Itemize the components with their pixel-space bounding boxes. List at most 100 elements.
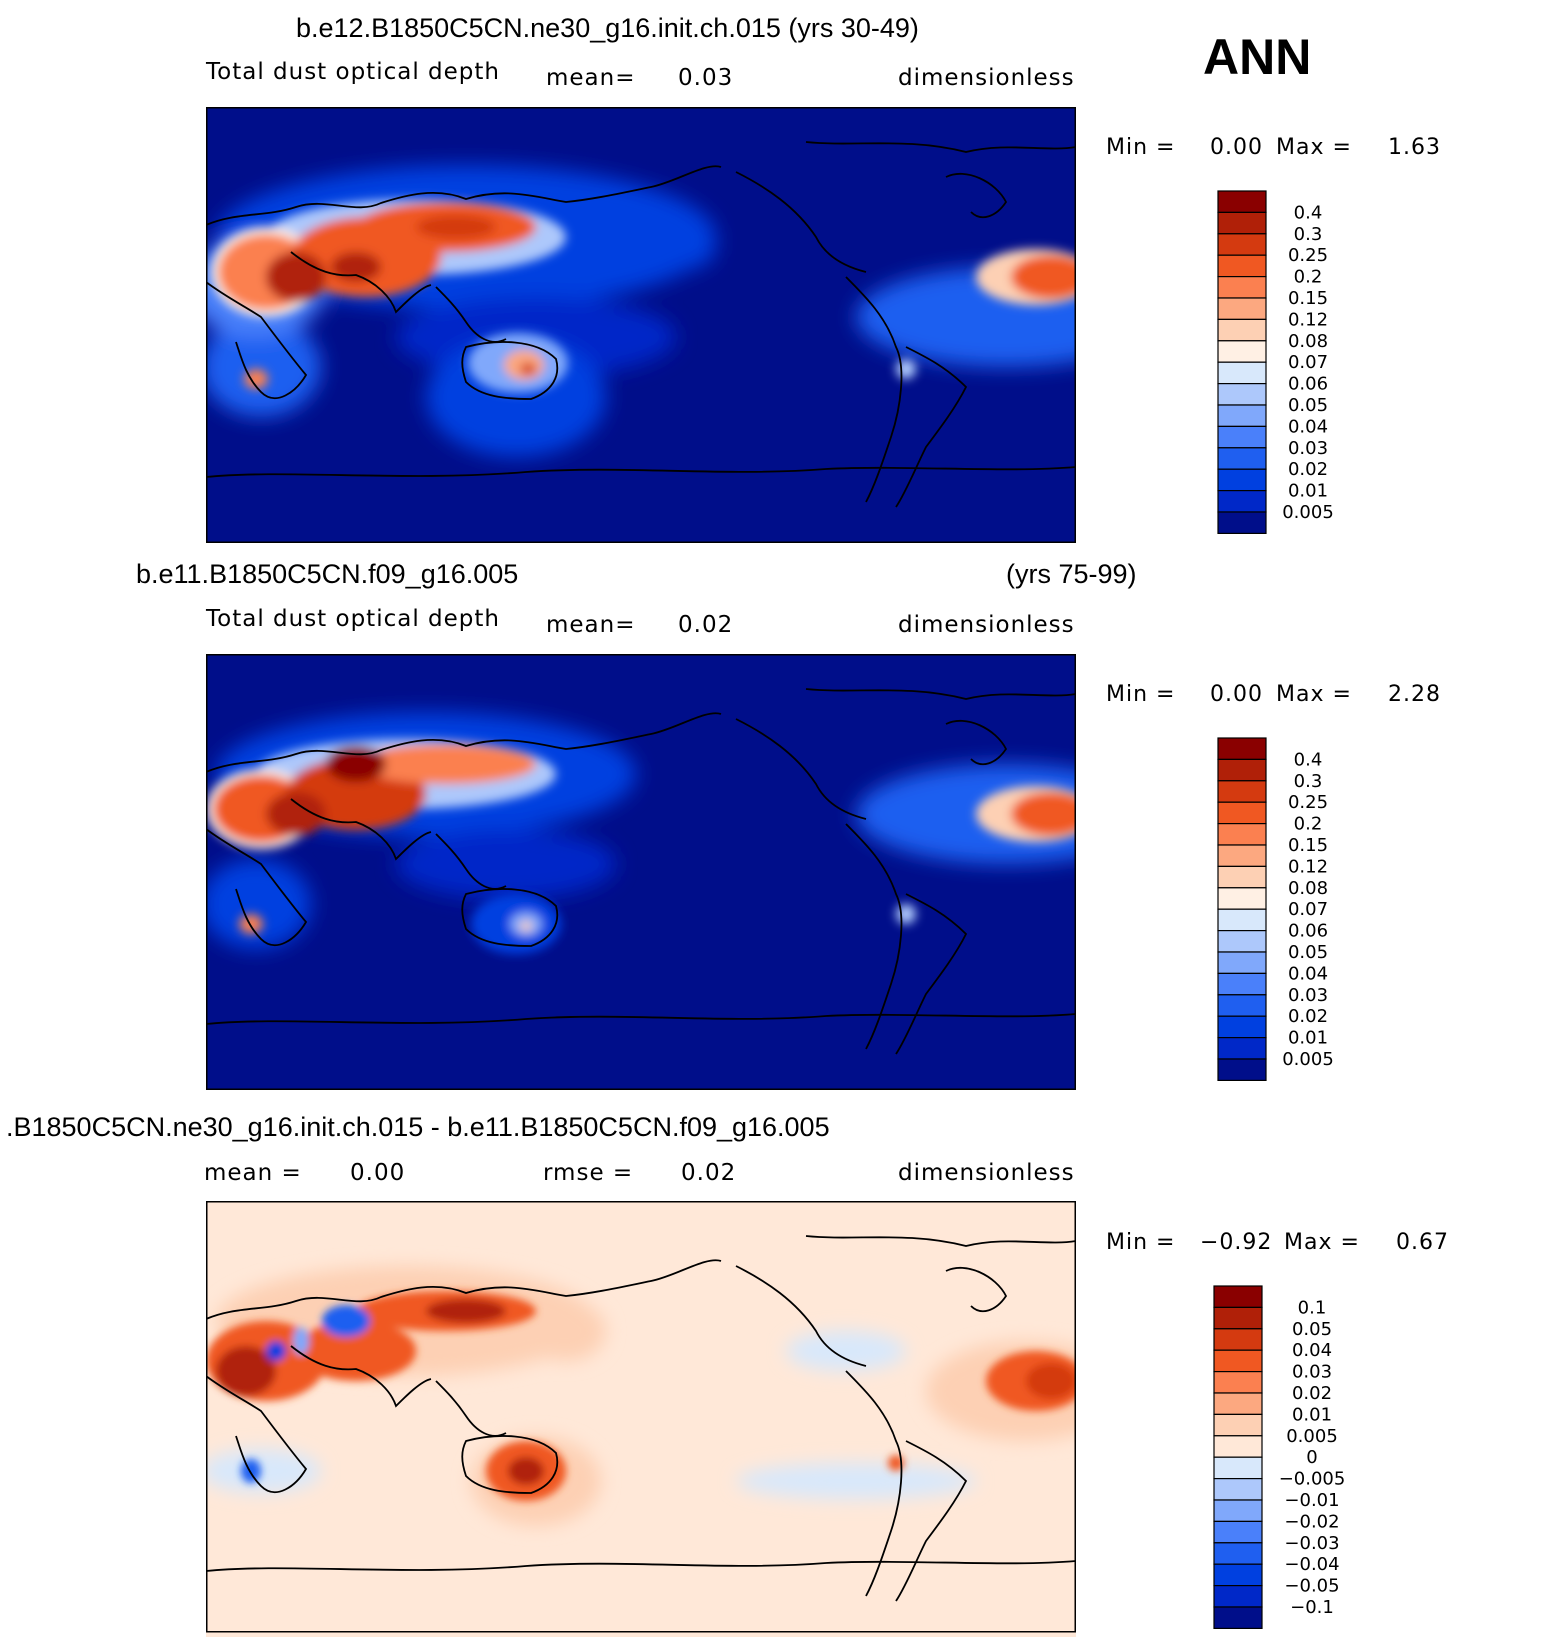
panel2-colorbar: 0.40.30.250.20.150.120.080.070.060.050.0…: [1217, 737, 1334, 1081]
panel3-colorbar-swatch: [1213, 1499, 1263, 1522]
panel2-colorbar-tick-label: 0.005: [1282, 1049, 1334, 1070]
panel1-colorbar-labels: 0.40.30.250.20.150.120.080.070.060.050.0…: [1282, 202, 1334, 523]
panel1-colorbar-tick-label: 0.03: [1288, 438, 1328, 459]
panel3-rmse-value: 0.02: [681, 1160, 737, 1186]
panel2-colorbar-tick-label: 0.2: [1294, 814, 1323, 835]
panel1-colorbar-swatch: [1217, 275, 1267, 299]
panel1-map: [206, 107, 1076, 543]
panel3-colorbar-tick-label: −0.02: [1284, 1511, 1339, 1532]
panel2-colorbar-tick-label: 0.12: [1288, 856, 1328, 877]
panel3-units: dimensionless: [898, 1160, 1075, 1186]
season-label: ANN: [1203, 29, 1312, 85]
panel3-colorbar-tick-label: 0.01: [1292, 1404, 1332, 1425]
panel1-colorbar: 0.40.30.250.20.150.120.080.070.060.050.0…: [1217, 190, 1334, 534]
panel2-colorbar-swatch: [1217, 908, 1267, 932]
panel2-colorbar-swatch: [1217, 737, 1267, 760]
panel1-colorbar-tick-label: 0.15: [1288, 288, 1328, 309]
panel1-colorbar-swatch: [1217, 404, 1267, 427]
panel2-colorbar-labels: 0.40.30.250.20.150.120.080.070.060.050.0…: [1282, 749, 1334, 1070]
panel2-colorbar-tick-label: 0.25: [1288, 792, 1328, 813]
panel1-colorbar-tick-label: 0.02: [1288, 459, 1328, 480]
panel2-colorbar-swatch: [1217, 1058, 1267, 1081]
panel3-map: [206, 1201, 1076, 1637]
panel3-colorbar-swatch: [1213, 1328, 1263, 1351]
panel2-map: [206, 654, 1076, 1090]
panel2-colorbar-swatch: [1217, 951, 1267, 974]
panel2-title-left: b.e11.B1850C5CN.f09_g16.005: [136, 559, 519, 589]
panel3-rmse-label: rmse =: [543, 1160, 634, 1186]
panel3-colorbar-tick-label: 0.04: [1292, 1340, 1332, 1361]
panel1-colorbar-tick-label: 0.05: [1288, 395, 1328, 416]
panel3-colorbar-swatch: [1213, 1435, 1263, 1458]
panel1-mean-label: mean=: [546, 65, 636, 91]
panel3-min-value: −0.92: [1200, 1230, 1273, 1255]
panel1-colorbar-swatch: [1217, 383, 1267, 406]
panel1-colorbar-tick-label: 0.04: [1288, 416, 1328, 437]
panel1-colorbar-swatch: [1217, 190, 1267, 213]
panel3-colorbar-swatch: [1213, 1520, 1263, 1544]
panel2-colorbar-tick-label: 0.15: [1288, 835, 1328, 856]
panel3-colorbar-swatch: [1213, 1370, 1263, 1394]
panel3-colorbar-swatch: [1213, 1563, 1263, 1587]
panel1-colorbar-swatch: [1217, 254, 1267, 278]
panel1-max-value: 1.63: [1388, 135, 1441, 160]
panel1-colorbar-swatch: [1217, 425, 1267, 449]
panel1-min-label: Min =: [1106, 135, 1176, 160]
panel2-colorbar-tick-label: 0.07: [1288, 899, 1328, 920]
panel2-mean-label: mean=: [546, 612, 636, 638]
panel1-max-label: Max =: [1276, 135, 1352, 160]
panel1-colorbar-swatch: [1217, 297, 1267, 320]
panel2-units: dimensionless: [898, 612, 1075, 638]
panel3-colorbar-tick-label: −0.1: [1290, 1597, 1334, 1618]
panel1-mean-value: 0.03: [678, 65, 734, 91]
panel2-min-label: Min =: [1106, 682, 1176, 707]
panel2-colorbar-swatch: [1217, 780, 1267, 803]
panel3-mean-value: 0.00: [350, 1160, 406, 1186]
panel2-title-right: (yrs 75-99): [1006, 559, 1137, 589]
panel3-colorbar-tick-label: −0.05: [1284, 1576, 1339, 1597]
panel2-max-label: Max =: [1276, 682, 1352, 707]
panel2-colorbar-tick-label: 0.08: [1288, 878, 1328, 899]
panel2-min-value: 0.00: [1210, 682, 1263, 707]
panel3-colorbar-swatch: [1213, 1413, 1263, 1437]
panel1-colorbar-swatch: [1217, 233, 1267, 256]
panel1-colorbar-swatch: [1217, 468, 1267, 492]
panel1-colorbar-tick-label: 0.4: [1294, 202, 1323, 223]
panel3-colorbar-labels: 0.10.050.040.030.020.010.0050−0.005−0.01…: [1279, 1297, 1346, 1618]
panel3-colorbar-swatch: [1213, 1606, 1263, 1629]
panel3-colorbar-swatch: [1213, 1456, 1263, 1480]
panel3-colorbar-swatch: [1213, 1349, 1263, 1373]
panel3-colorbar-swatch: [1213, 1585, 1263, 1608]
panel1-colorbar-swatch: [1217, 511, 1267, 534]
panel3-colorbar-swatch: [1213, 1306, 1263, 1330]
panel2-max-value: 2.28: [1388, 682, 1441, 707]
panel2-colorbar-swatch: [1217, 1037, 1267, 1060]
panel1-colorbar-swatch: [1217, 361, 1267, 385]
panel1-colorbar-tick-label: 0.12: [1288, 309, 1328, 330]
panel2-colorbar-swatch: [1217, 994, 1267, 1017]
panel2-colorbar-tick-label: 0.04: [1288, 963, 1328, 984]
panel2-colorbar-swatch: [1217, 822, 1267, 846]
panel3-colorbar-tick-label: −0.005: [1279, 1469, 1346, 1490]
panel1-colorbar-tick-label: 0.01: [1288, 481, 1328, 502]
panel2-colorbar-swatch: [1217, 887, 1267, 910]
panel3-colorbar-tick-label: 0.03: [1292, 1362, 1332, 1383]
panel1-colorbar-tick-label: 0.3: [1294, 224, 1323, 245]
panel3-max-label: Max =: [1284, 1230, 1360, 1255]
panel2-colorbar-tick-label: 0.02: [1288, 1006, 1328, 1027]
panel2-colorbar-tick-label: 0.03: [1288, 985, 1328, 1006]
panel3-min-label: Min =: [1106, 1230, 1176, 1255]
panel2-colorbar-swatches: [1217, 737, 1267, 1081]
panel2-colorbar-swatch: [1217, 758, 1267, 782]
panel1-colorbar-swatch: [1217, 318, 1267, 342]
panel3-colorbar: 0.10.050.040.030.020.010.0050−0.005−0.01…: [1213, 1285, 1346, 1629]
panel2-colorbar-tick-label: 0.3: [1294, 771, 1323, 792]
panel2-mean-value: 0.02: [678, 612, 734, 638]
panel2-colorbar-tick-label: 0.01: [1288, 1028, 1328, 1049]
panel1-colorbar-swatch: [1217, 447, 1267, 470]
panel3-colorbar-tick-label: 0: [1306, 1447, 1317, 1468]
panel3-max-value: 0.67: [1396, 1230, 1449, 1255]
panel3-colorbar-swatch: [1213, 1478, 1263, 1501]
panel3-colorbar-tick-label: 0.005: [1286, 1426, 1338, 1447]
panel3-colorbar-tick-label: −0.04: [1284, 1554, 1339, 1575]
